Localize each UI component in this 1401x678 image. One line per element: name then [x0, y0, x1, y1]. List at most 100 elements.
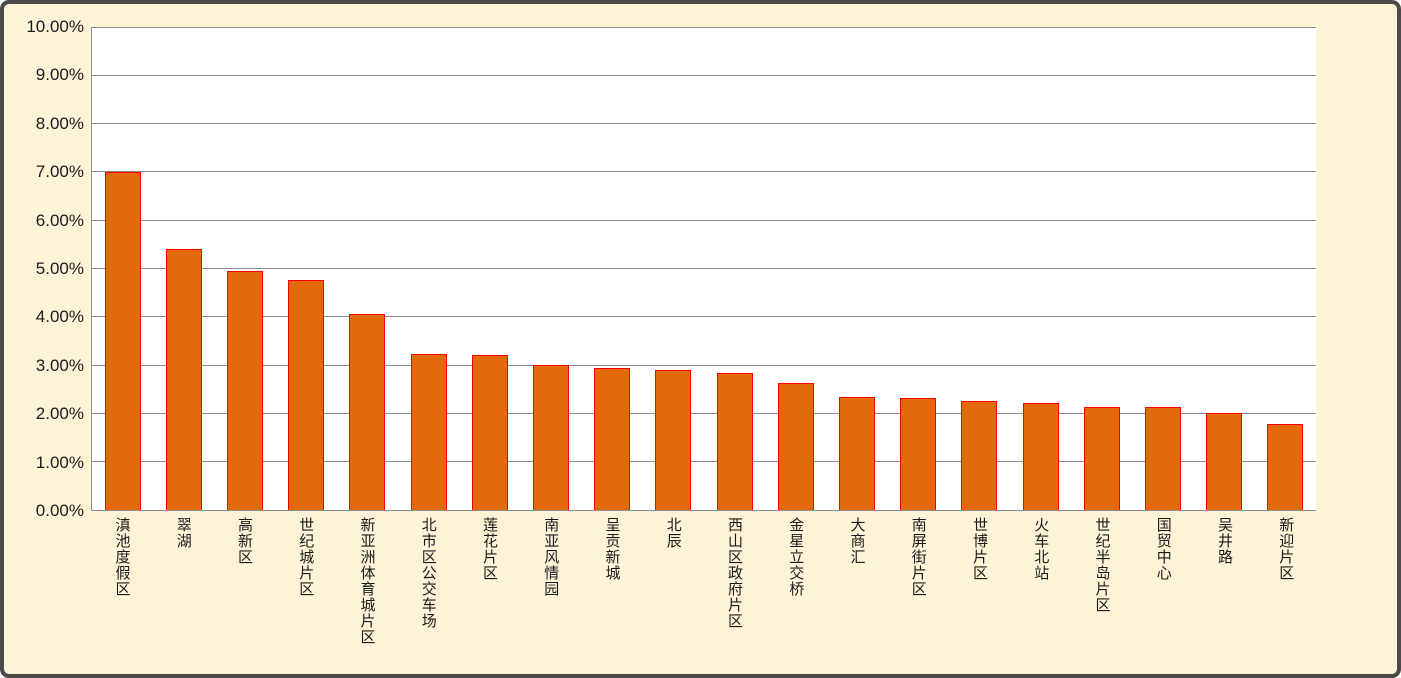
bar-莲花片区[interactable] [471, 355, 508, 510]
x-label-slot: 南亚风情园 [520, 517, 581, 674]
category-label: 北辰 [664, 517, 682, 549]
bar-slot [1194, 27, 1255, 510]
x-label-slot: 南屏街片区 [887, 517, 948, 674]
y-tick-label: 10.00% [26, 17, 84, 36]
category-label: 火车北站 [1032, 517, 1050, 581]
x-label-slot: 火车北站 [1010, 517, 1071, 674]
bar-slot [1010, 27, 1071, 510]
x-label-slot: 滇池度假区 [91, 517, 152, 674]
x-label-slot: 呈贡新城 [581, 517, 642, 674]
x-label-slot: 世纪半岛片区 [1071, 517, 1132, 674]
x-label-slot: 大商汇 [826, 517, 887, 674]
bar-slot [582, 27, 643, 510]
x-label-slot: 新亚洲体育城片区 [336, 517, 397, 674]
gridline [92, 74, 1316, 76]
y-axis: 0.00% 1.00% 2.00% 3.00% 4.00% 5.00% 6.00% 7.00%… [4, 17, 84, 520]
x-label-slot: 国贸中心 [1132, 517, 1193, 674]
category-label: 大商汇 [848, 517, 866, 565]
bar-slot [704, 27, 765, 510]
bar-大商汇[interactable] [839, 397, 876, 510]
category-label: 国贸中心 [1154, 517, 1172, 581]
bar-世纪半岛片区[interactable] [1083, 407, 1120, 510]
bar-北市区公交车场[interactable] [410, 354, 447, 510]
bar-南亚风情园[interactable] [533, 365, 570, 510]
gridline [92, 461, 1316, 463]
category-label: 北市区公交车场 [419, 517, 437, 629]
bar-世博片区[interactable] [961, 401, 998, 510]
y-tick-label: 3.00% [35, 355, 84, 375]
bar-国贸中心[interactable] [1145, 407, 1182, 510]
y-tick-label: 5.00% [35, 259, 84, 278]
bar-slot [888, 27, 949, 510]
bar-slot [520, 27, 581, 510]
category-label: 南亚风情园 [542, 517, 560, 597]
bar-西山区政府片区[interactable] [716, 372, 753, 510]
category-label: 莲花片区 [481, 517, 498, 581]
bar-slot [1071, 27, 1132, 510]
bar-北辰[interactable] [655, 370, 692, 510]
x-label-slot: 世纪城片区 [275, 517, 336, 674]
gridline [92, 364, 1316, 366]
gridline [92, 123, 1316, 125]
bar-slot [398, 27, 459, 510]
x-label-slot: 北市区公交车场 [397, 517, 458, 674]
bar-滇池度假区[interactable] [104, 171, 141, 510]
bar-金星立交桥[interactable] [777, 382, 814, 510]
bar-新迎片区[interactable] [1267, 423, 1304, 510]
bar-世纪城片区[interactable] [288, 279, 325, 510]
y-tick-label: 4.00% [35, 307, 84, 327]
category-label: 西山区政府片区 [726, 517, 743, 629]
y-tick-label: 2.00% [35, 404, 84, 424]
category-label: 吴井路 [1216, 517, 1233, 565]
bars-container [92, 27, 1316, 510]
x-label-slot: 莲花片区 [459, 517, 520, 674]
y-tick-label: 9.00% [35, 65, 84, 85]
x-label-slot: 西山区政府片区 [704, 517, 765, 674]
gridline [92, 219, 1316, 221]
x-label-slot: 高新区 [214, 517, 275, 674]
bar-slot [337, 27, 398, 510]
bar-新亚洲体育城片区[interactable] [349, 314, 386, 510]
bar-slot [1132, 27, 1193, 510]
gridline [92, 171, 1316, 173]
bar-火车北站[interactable] [1022, 402, 1059, 510]
bar-slot [153, 27, 214, 510]
category-label: 南屏街片区 [909, 517, 927, 597]
bar-slot [214, 27, 275, 510]
y-tick-label: 8.00% [35, 113, 84, 133]
bar-呈贡新城[interactable] [594, 368, 631, 510]
bar-吴井路[interactable] [1206, 413, 1243, 510]
gridline [92, 26, 1316, 28]
bar-slot [1255, 27, 1316, 510]
gridline [92, 268, 1316, 269]
x-axis: 滇池度假区 翠湖 高新区 世纪城片区 新亚洲体育城片区 北市区公交车场 莲花片区 南亚风情园 呈… [91, 517, 1316, 674]
category-label: 世纪半岛片区 [1093, 517, 1111, 613]
category-label: 世博片区 [971, 517, 988, 581]
y-tick-label: 0.00% [35, 501, 84, 520]
plot-area [91, 26, 1316, 511]
bar-slot [459, 27, 520, 510]
category-label: 呈贡新城 [603, 517, 621, 581]
bar-翠湖[interactable] [165, 249, 202, 510]
category-label: 滇池度假区 [113, 517, 131, 597]
bar-高新区[interactable] [227, 270, 263, 510]
category-label: 高新区 [236, 517, 253, 565]
category-label: 新亚洲体育城片区 [358, 517, 376, 645]
x-label-slot: 新迎片区 [1255, 517, 1316, 674]
x-label-slot: 世博片区 [949, 517, 1010, 674]
category-label: 翠湖 [174, 517, 192, 549]
gridline [92, 316, 1316, 318]
x-label-slot: 翠湖 [152, 517, 213, 674]
x-label-slot: 北辰 [642, 517, 703, 674]
bar-slot [826, 27, 887, 510]
bar-南屏街片区[interactable] [900, 397, 937, 510]
bar-slot [276, 27, 337, 510]
category-label: 世纪城片区 [297, 517, 315, 597]
bar-slot [949, 27, 1010, 510]
category-label: 金星立交桥 [787, 517, 805, 597]
y-tick-label: 7.00% [35, 162, 84, 182]
bar-slot [765, 27, 826, 510]
category-label: 新迎片区 [1277, 517, 1295, 581]
y-tick-label: 6.00% [35, 210, 84, 230]
